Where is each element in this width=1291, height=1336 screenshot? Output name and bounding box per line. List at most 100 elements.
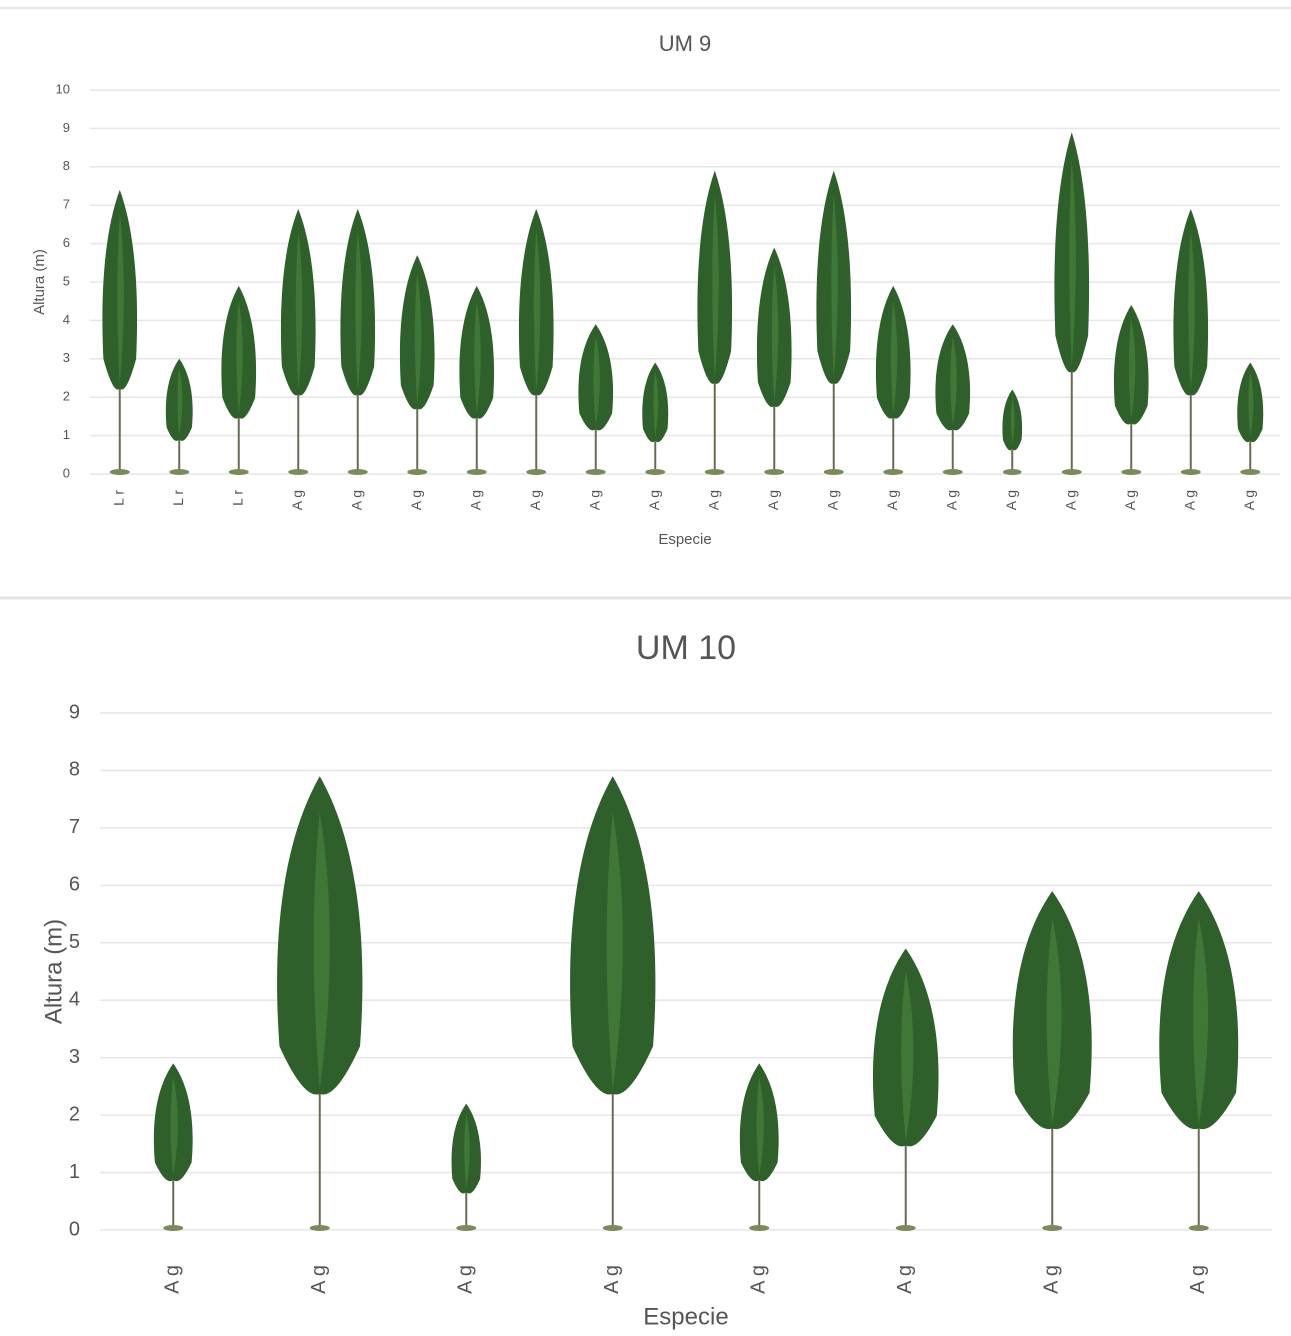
tree-base bbox=[1188, 1225, 1209, 1231]
tree-bar bbox=[816, 170, 852, 475]
y-tick-label: 10 bbox=[56, 81, 70, 96]
x-tick-label: A g bbox=[348, 490, 364, 510]
x-tick-label: L r bbox=[229, 490, 245, 506]
tree-base bbox=[526, 469, 547, 475]
x-tick-label: A g bbox=[894, 1265, 916, 1294]
x-tick-label: A g bbox=[1041, 1265, 1063, 1294]
chart-title: UM 9 bbox=[659, 31, 712, 56]
tree-base bbox=[749, 1225, 770, 1231]
tree-base bbox=[456, 1225, 477, 1231]
tree-bar bbox=[153, 1063, 193, 1231]
tree-bar bbox=[399, 255, 435, 475]
tree-bar bbox=[1159, 891, 1239, 1231]
tree-bar bbox=[872, 948, 939, 1231]
tree-highlight bbox=[1188, 230, 1195, 391]
y-tick-label: 8 bbox=[63, 158, 70, 173]
tree-highlight bbox=[606, 812, 623, 1090]
tree-base bbox=[823, 469, 844, 475]
x-tick-label: A g bbox=[586, 490, 602, 510]
tree-base bbox=[585, 469, 606, 475]
tree-base bbox=[1042, 1225, 1063, 1231]
tree-bar bbox=[1002, 389, 1023, 475]
tree-base bbox=[309, 1225, 330, 1231]
y-tick-label: 2 bbox=[69, 1103, 80, 1125]
y-tick-label: 6 bbox=[63, 235, 70, 250]
tree-highlight bbox=[593, 336, 600, 426]
x-tick-label: A g bbox=[748, 1265, 770, 1294]
tree-highlight bbox=[890, 300, 898, 414]
tree-highlight bbox=[464, 1113, 470, 1189]
tree-base bbox=[109, 469, 130, 475]
tree-bar bbox=[739, 1063, 779, 1231]
x-tick-label: A g bbox=[1181, 490, 1197, 510]
tree-bar bbox=[1237, 362, 1264, 475]
x-tick-label: A g bbox=[1122, 490, 1138, 510]
x-tick-label: A g bbox=[1062, 490, 1078, 510]
tree-highlight bbox=[1069, 159, 1076, 368]
x-tick-label: A g bbox=[527, 490, 543, 510]
y-tick-label: 0 bbox=[69, 1218, 80, 1240]
y-tick-label: 3 bbox=[69, 1046, 80, 1068]
x-tick-label: A g bbox=[162, 1265, 184, 1294]
tree-highlight bbox=[414, 272, 422, 405]
tree-highlight bbox=[177, 368, 183, 436]
tree-base bbox=[764, 469, 785, 475]
tree-bar bbox=[1173, 209, 1209, 475]
tree-base bbox=[1180, 469, 1201, 475]
y-axis-label: Altura (m) bbox=[40, 919, 67, 1024]
x-tick-label: A g bbox=[824, 490, 840, 510]
tree-base bbox=[602, 1225, 623, 1231]
tree-highlight bbox=[756, 1076, 764, 1177]
tree-highlight bbox=[236, 300, 243, 414]
tree-highlight bbox=[295, 230, 303, 391]
tree-bar bbox=[518, 209, 554, 475]
y-tick-label: 9 bbox=[63, 120, 70, 135]
tree-base bbox=[163, 1225, 184, 1231]
tree-base bbox=[347, 469, 368, 475]
tree-bar bbox=[578, 324, 614, 475]
tree-bar bbox=[277, 776, 363, 1231]
chart-title: UM 10 bbox=[636, 629, 736, 667]
tree-bar bbox=[875, 285, 911, 475]
x-tick-label: L r bbox=[110, 490, 126, 506]
tree-base bbox=[1121, 469, 1142, 475]
x-tick-label: A g bbox=[289, 490, 305, 510]
y-tick-label: 8 bbox=[69, 759, 80, 781]
y-axis-label: Altura (m) bbox=[31, 249, 48, 315]
tree-highlight bbox=[170, 1076, 178, 1177]
y-tick-label: 9 bbox=[69, 701, 80, 723]
tree-base bbox=[704, 469, 725, 475]
x-tick-label: A g bbox=[1003, 490, 1019, 510]
y-tick-label: 5 bbox=[69, 931, 80, 953]
x-tick-label: A g bbox=[765, 490, 781, 510]
x-axis-label: Especie bbox=[643, 1303, 728, 1330]
x-tick-label: A g bbox=[601, 1265, 623, 1294]
x-tick-label: L r bbox=[170, 490, 186, 506]
y-tick-label: 1 bbox=[69, 1161, 80, 1183]
tree-highlight bbox=[1046, 918, 1062, 1125]
tree-highlight bbox=[313, 812, 330, 1090]
tree-bar bbox=[451, 1103, 481, 1231]
y-tick-label: 4 bbox=[63, 312, 70, 327]
tree-highlight bbox=[533, 230, 541, 391]
tree-bar bbox=[1012, 891, 1092, 1231]
x-tick-label: A g bbox=[705, 490, 721, 510]
x-tick-label: A g bbox=[467, 490, 483, 510]
tree-bar bbox=[756, 247, 792, 475]
tree-bar bbox=[642, 362, 669, 475]
tree-highlight bbox=[474, 300, 481, 414]
y-tick-label: 3 bbox=[63, 350, 70, 365]
tree-bar bbox=[165, 358, 193, 475]
tree-highlight bbox=[950, 336, 957, 426]
x-tick-label: A g bbox=[646, 490, 662, 510]
y-tick-label: 5 bbox=[63, 273, 70, 288]
tree-base bbox=[169, 469, 190, 475]
tree-highlight bbox=[653, 371, 659, 437]
y-tick-label: 0 bbox=[63, 465, 70, 480]
y-tick-label: 6 bbox=[69, 874, 80, 896]
tree-base bbox=[1240, 469, 1261, 475]
tree-bar bbox=[102, 189, 138, 475]
tree-base bbox=[407, 469, 428, 475]
x-tick-label: A g bbox=[884, 490, 900, 510]
